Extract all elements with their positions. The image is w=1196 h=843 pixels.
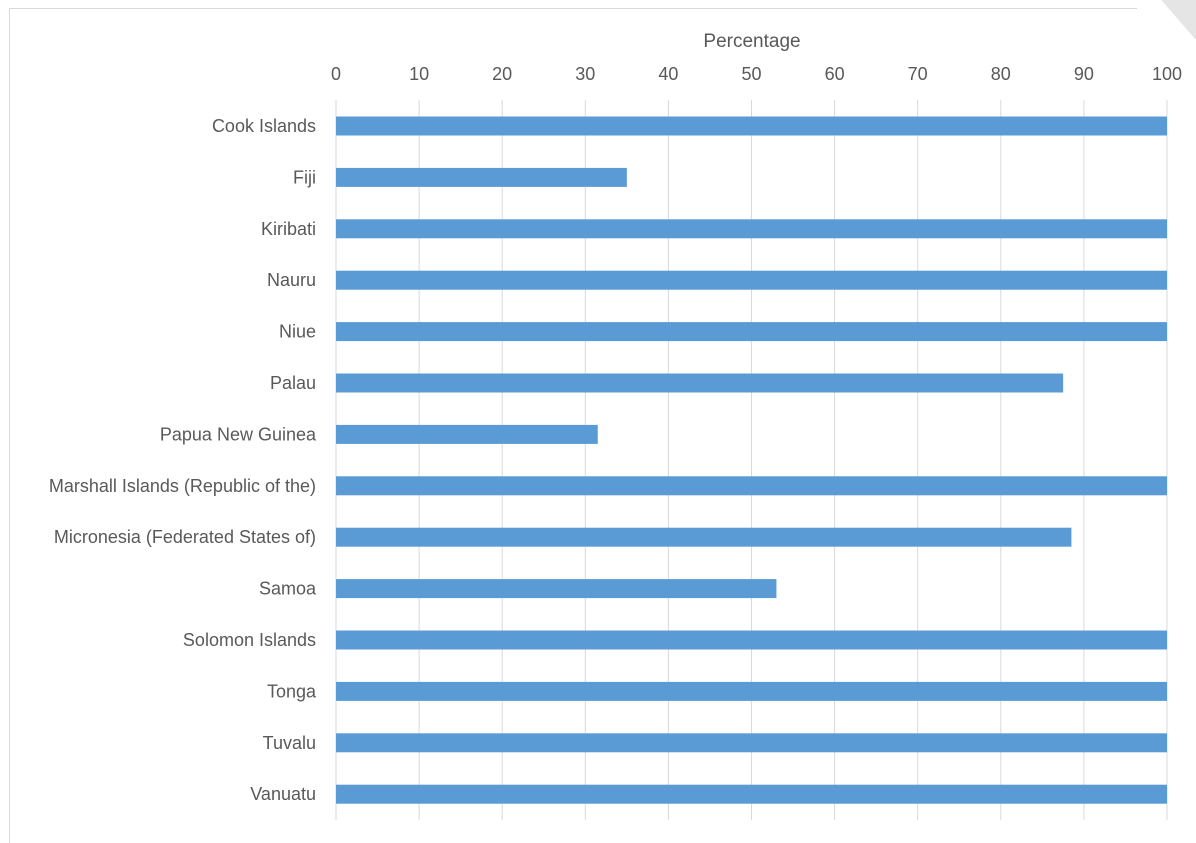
grid-lines (335, 100, 1168, 820)
category-label: Tuvalu (263, 733, 316, 753)
bar (336, 322, 1167, 342)
category-label: Tonga (267, 681, 317, 701)
x-tick-label: 40 (658, 64, 678, 84)
x-axis-title: Percentage (703, 31, 800, 52)
category-label: Marshall Islands (Republic of the) (49, 476, 316, 496)
category-label: Solomon Islands (183, 630, 316, 650)
category-label: Papua New Guinea (160, 424, 317, 444)
x-tick-label: 80 (991, 64, 1011, 84)
category-label: Palau (270, 373, 316, 393)
bar (336, 270, 1167, 290)
category-label: Micronesia (Federated States of) (54, 527, 316, 547)
x-tick-label: 70 (908, 64, 928, 84)
category-labels: Cook Islands Fiji Kiribati Nauru Niue Palau Pa… (49, 116, 317, 804)
bar (336, 373, 1064, 393)
x-tick-label: 30 (575, 64, 595, 84)
x-tick-label: 100 (1152, 64, 1182, 84)
bar (336, 681, 1167, 701)
x-tick-label: 50 (741, 64, 761, 84)
bar (336, 116, 1167, 136)
x-tick-label: 10 (409, 64, 429, 84)
x-tick-label: 90 (1074, 64, 1094, 84)
category-label: Fiji (293, 167, 316, 187)
bar (336, 784, 1167, 804)
bar (336, 167, 627, 187)
bars (336, 116, 1167, 804)
chart-frame-border-left (9, 8, 10, 843)
chart-frame-border-top (9, 8, 1137, 9)
category-label: Samoa (259, 579, 317, 599)
bar (336, 527, 1072, 547)
bar (336, 219, 1167, 239)
bar (336, 630, 1167, 650)
x-tick-label: 60 (825, 64, 845, 84)
bar (336, 476, 1167, 496)
bar (336, 579, 777, 599)
category-label: Nauru (267, 270, 316, 290)
category-label: Kiribati (261, 219, 316, 239)
bar (336, 733, 1167, 753)
bar (336, 424, 598, 444)
x-tick-label: 20 (492, 64, 512, 84)
category-label: Niue (279, 322, 316, 342)
x-tick-label: 0 (331, 64, 341, 84)
category-label: Vanuatu (250, 784, 316, 804)
x-axis-tick-labels: 0 10 20 30 40 50 60 70 80 90 100 (331, 64, 1182, 84)
category-label: Cook Islands (212, 116, 316, 136)
